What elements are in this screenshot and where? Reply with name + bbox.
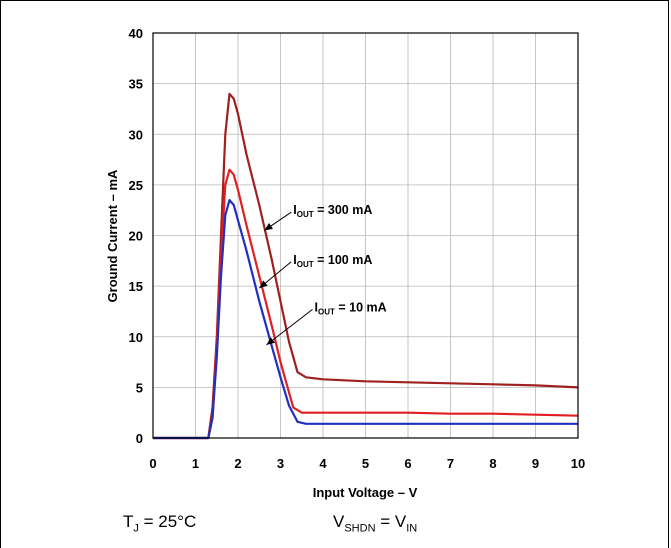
x-tick-labels: 0 1 2 3 4 5 6 7 8 9 10	[149, 456, 585, 471]
y-axis-title: Ground Current – mA	[105, 169, 120, 303]
series-annotations: IOUT = 300 mA IOUT = 100 mA IOUT = 10 mA	[258, 203, 387, 346]
series-label: IOUT = 100 mA	[293, 253, 372, 269]
x-tick-label: 9	[532, 456, 539, 471]
series-lines	[153, 92, 579, 440]
x-tick-label: 4	[319, 456, 327, 471]
x-tick-label: 8	[489, 456, 496, 471]
y-tick-label: 5	[136, 380, 143, 395]
y-tick-label: 0	[136, 431, 143, 446]
y-tick-label: 30	[129, 127, 143, 142]
x-tick-label: 7	[447, 456, 454, 471]
annotation-leader	[266, 308, 313, 346]
x-tick-label: 6	[404, 456, 411, 471]
x-tick-label: 2	[234, 456, 241, 471]
x-tick-label: 1	[192, 456, 199, 471]
plot-frame	[152, 32, 579, 439]
vshdn-condition: VSHDN = VIN	[333, 512, 418, 535]
annotation-arrowhead	[266, 337, 275, 345]
series-label: IOUT = 300 mA	[293, 203, 372, 219]
series-line	[153, 199, 578, 440]
y-tick-labels: 0 5 10 15 20 25 30 35 40	[129, 26, 143, 446]
y-tick-label: 40	[129, 26, 143, 41]
grid	[152, 32, 579, 439]
x-tick-label: 0	[149, 456, 156, 471]
x-tick-label: 3	[277, 456, 284, 471]
series-label: IOUT = 10 mA	[315, 300, 387, 316]
y-tick-label: 35	[129, 77, 143, 92]
tj-condition: TJ = 25°C	[123, 512, 197, 535]
x-tick-label: 5	[362, 456, 369, 471]
y-tick-label: 25	[129, 178, 143, 193]
y-tick-label: 10	[129, 330, 143, 345]
annotation-arrowhead	[264, 223, 273, 231]
x-tick-label: 10	[571, 456, 585, 471]
x-axis-title: Input Voltage – V	[313, 485, 418, 500]
annotation-arrowhead	[259, 280, 268, 289]
y-tick-label: 15	[129, 279, 143, 294]
y-tick-label: 20	[129, 229, 143, 244]
